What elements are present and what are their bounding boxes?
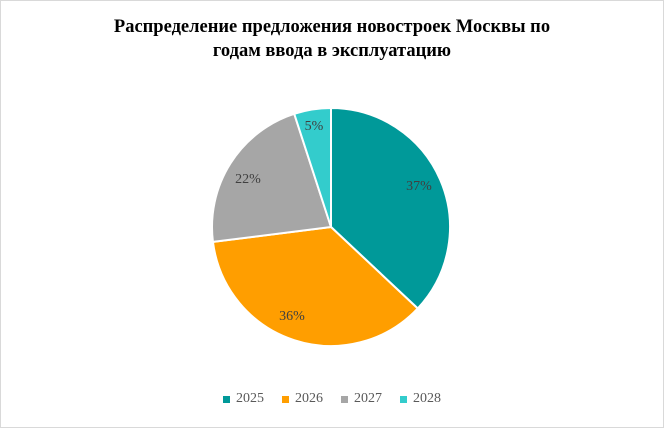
data-label-2028: 5% <box>305 119 324 134</box>
legend-swatch-2027 <box>341 395 348 403</box>
legend-swatch-2025 <box>223 395 230 403</box>
legend-item-2026: 2026 <box>282 391 323 407</box>
data-label-2025: 37% <box>406 179 432 194</box>
pie-slice-2025 <box>330 106 452 310</box>
chart-title-line-2: годам ввода в эксплуатацию <box>212 41 452 61</box>
data-label-2027: 22% <box>235 172 261 187</box>
legend-label-2026: 2026 <box>295 391 323 406</box>
pie-slice-2027 <box>211 112 333 244</box>
legend-swatch-2028 <box>400 395 407 403</box>
legend-item-2025: 2025 <box>223 391 264 407</box>
legend-label-2027: 2027 <box>354 391 382 406</box>
pie-slice-2026 <box>211 225 420 347</box>
legend-item-2028: 2028 <box>400 391 441 407</box>
legend-swatch-2026 <box>282 395 289 403</box>
pie-slice-2028 <box>292 106 332 228</box>
legend-label-2028: 2028 <box>413 391 441 406</box>
chart-title: Распределение предложения новостроек Мос… <box>1 15 663 63</box>
legend: 2025 2026 2027 2028 <box>1 391 663 407</box>
legend-label-2025: 2025 <box>236 391 264 406</box>
data-label-2026: 36% <box>279 309 305 324</box>
legend-item-2027: 2027 <box>341 391 382 407</box>
chart-title-line-1: Распределение предложения новостроек Мос… <box>113 17 551 37</box>
